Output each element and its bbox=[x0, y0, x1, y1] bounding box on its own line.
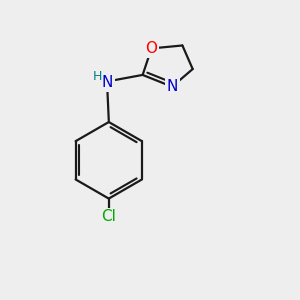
Text: N: N bbox=[167, 79, 178, 94]
Text: N: N bbox=[102, 75, 113, 90]
Text: H: H bbox=[93, 70, 103, 83]
Text: O: O bbox=[146, 41, 158, 56]
Text: Cl: Cl bbox=[101, 209, 116, 224]
